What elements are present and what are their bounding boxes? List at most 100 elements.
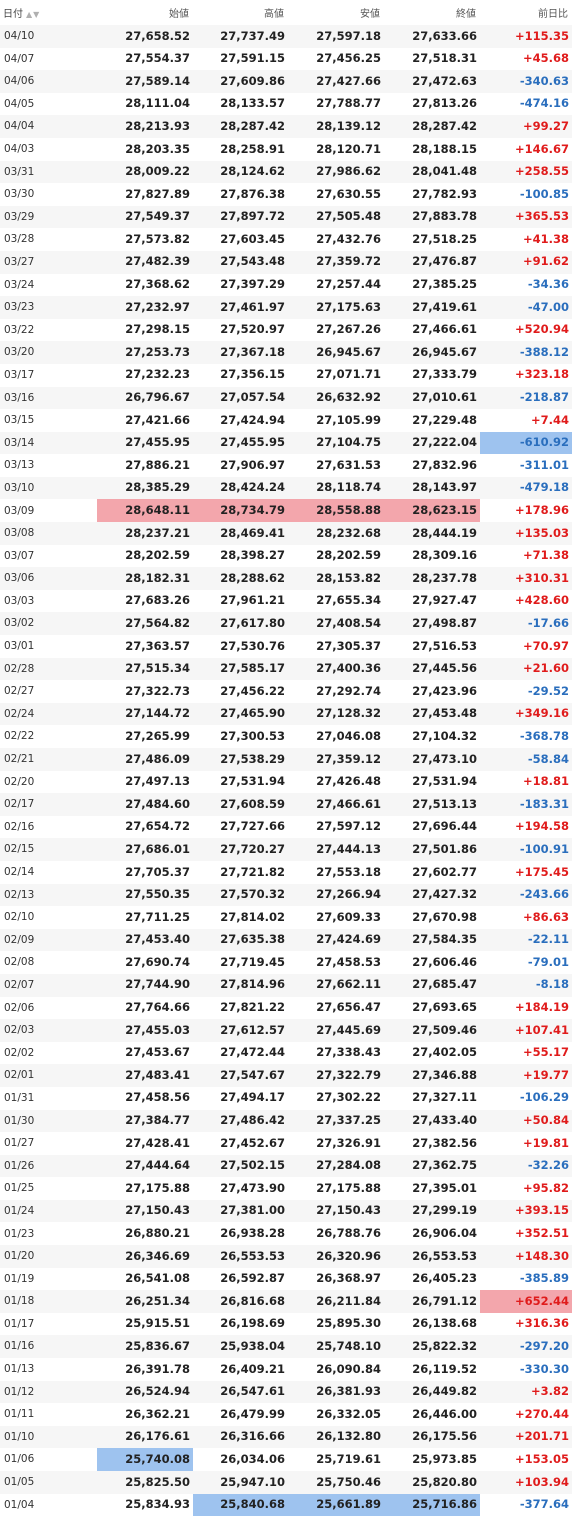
cell-low: 27,456.25 <box>288 47 384 71</box>
cell-high: 27,719.45 <box>193 951 288 974</box>
cell-change: +135.03 <box>480 522 572 545</box>
cell-date: 02/09 <box>0 928 97 952</box>
cell-date: 03/29 <box>0 205 97 229</box>
cell-high: 26,553.53 <box>193 1245 288 1268</box>
cell-close: 27,476.87 <box>384 250 480 274</box>
cell-high: 27,397.29 <box>193 273 288 297</box>
table-row: 01/31 27,458.56 27,494.17 27,302.22 27,327.1… <box>0 1086 572 1110</box>
cell-close: 27,513.13 <box>384 793 480 816</box>
cell-close: 26,175.56 <box>384 1425 480 1449</box>
cell-high: 27,906.97 <box>193 454 288 477</box>
cell-change: -8.18 <box>480 973 572 997</box>
table-row: 02/03 27,455.03 27,612.57 27,445.69 27,509.4… <box>0 1019 572 1042</box>
cell-open: 26,541.08 <box>97 1267 193 1291</box>
table-row: 01/16 25,836.67 25,938.04 25,748.10 25,822.3… <box>0 1335 572 1359</box>
cell-high: 27,531.94 <box>193 770 288 794</box>
cell-close: 28,444.19 <box>384 522 480 545</box>
cell-high: 27,547.67 <box>193 1064 288 1087</box>
cell-open: 27,827.89 <box>97 183 193 206</box>
cell-high: 27,721.82 <box>193 860 288 884</box>
cell-high: 27,612.57 <box>193 1019 288 1042</box>
cell-high: 27,473.90 <box>193 1177 288 1200</box>
cell-high: 27,570.32 <box>193 883 288 907</box>
cell-low: 26,632.92 <box>288 386 384 410</box>
cell-low: 27,631.53 <box>288 454 384 477</box>
cell-date: 01/24 <box>0 1199 97 1223</box>
column-header-low[interactable]: 安値 <box>360 9 380 20</box>
cell-date: 03/30 <box>0 183 97 206</box>
cell-date: 04/06 <box>0 70 97 93</box>
cell-open: 27,564.82 <box>97 612 193 636</box>
cell-change: -58.84 <box>480 748 572 771</box>
cell-change: +148.30 <box>480 1245 572 1268</box>
cell-date: 02/10 <box>0 906 97 929</box>
table-row: 01/24 27,150.43 27,381.00 27,150.43 27,299.1… <box>0 1199 572 1223</box>
cell-date: 01/31 <box>0 1086 97 1110</box>
column-header-date[interactable]: 日付 ▲▼ <box>0 0 97 25</box>
cell-open: 27,486.09 <box>97 748 193 771</box>
cell-low: 27,302.22 <box>288 1086 384 1110</box>
cell-open: 26,176.61 <box>97 1425 193 1449</box>
cell-date: 03/10 <box>0 476 97 500</box>
cell-change: -17.66 <box>480 612 572 636</box>
cell-low: 27,466.61 <box>288 793 384 816</box>
cell-open: 27,886.21 <box>97 454 193 477</box>
cell-change: -474.16 <box>480 92 572 116</box>
cell-close: 27,813.26 <box>384 92 480 116</box>
cell-change: +99.27 <box>480 115 572 138</box>
column-header-high[interactable]: 高値 <box>264 9 284 20</box>
cell-close: 27,693.65 <box>384 996 480 1020</box>
cell-high: 27,603.45 <box>193 228 288 251</box>
cell-open: 25,836.67 <box>97 1335 193 1359</box>
cell-change: -218.87 <box>480 386 572 410</box>
cell-change: +393.15 <box>480 1199 572 1223</box>
table-row: 01/12 26,524.94 26,547.61 26,381.93 26,449.8… <box>0 1380 572 1404</box>
cell-change: +349.16 <box>480 702 572 726</box>
cell-date: 02/21 <box>0 748 97 771</box>
cell-change: +107.41 <box>480 1019 572 1042</box>
cell-date: 03/15 <box>0 409 97 432</box>
cell-date: 02/17 <box>0 793 97 816</box>
column-header-open[interactable]: 始値 <box>169 9 189 20</box>
cell-close: 25,822.32 <box>384 1335 480 1359</box>
cell-open: 26,346.69 <box>97 1245 193 1268</box>
table-row: 03/31 28,009.22 28,124.62 27,986.62 28,041.4… <box>0 160 572 184</box>
cell-open: 27,497.13 <box>97 770 193 794</box>
cell-close: 26,119.52 <box>384 1358 480 1381</box>
sort-icon[interactable]: ▲▼ <box>26 10 41 19</box>
cell-change: -610.92 <box>480 431 572 455</box>
cell-change: +352.51 <box>480 1222 572 1246</box>
cell-open: 25,825.50 <box>97 1471 193 1494</box>
cell-change: +7.44 <box>480 409 572 432</box>
cell-open: 27,686.01 <box>97 838 193 861</box>
cell-close: 27,584.35 <box>384 928 480 952</box>
table-row: 03/06 28,182.31 28,288.62 28,153.82 28,237.7… <box>0 567 572 590</box>
cell-low: 27,408.54 <box>288 612 384 636</box>
table-row: 03/08 28,237.21 28,469.41 28,232.68 28,444.1… <box>0 522 572 545</box>
column-header-change[interactable]: 前日比 <box>538 9 568 20</box>
cell-close: 27,395.01 <box>384 1177 480 1200</box>
cell-date: 03/03 <box>0 589 97 613</box>
cell-open: 27,428.41 <box>97 1132 193 1155</box>
table-row: 02/16 27,654.72 27,727.66 27,597.12 27,696.4… <box>0 815 572 839</box>
cell-close: 27,346.88 <box>384 1064 480 1087</box>
cell-date: 04/07 <box>0 47 97 71</box>
cell-change: +153.05 <box>480 1448 572 1471</box>
cell-low: 28,118.74 <box>288 476 384 500</box>
table-row: 03/17 27,232.23 27,356.15 27,071.71 27,333.7… <box>0 363 572 387</box>
cell-open: 27,175.88 <box>97 1177 193 1200</box>
table-row: 02/14 27,705.37 27,721.82 27,553.18 27,602.7… <box>0 860 572 884</box>
cell-change: -385.89 <box>480 1267 572 1291</box>
table-row: 04/03 28,203.35 28,258.91 28,120.71 28,188.1… <box>0 137 572 161</box>
cell-low: 28,202.59 <box>288 544 384 568</box>
column-header-close[interactable]: 終値 <box>456 9 476 20</box>
cell-low: 27,338.43 <box>288 1041 384 1065</box>
table-row: 01/05 25,825.50 25,947.10 25,750.46 25,820.8… <box>0 1471 572 1494</box>
cell-high: 28,124.62 <box>193 160 288 184</box>
cell-date: 02/14 <box>0 860 97 884</box>
cell-low: 27,326.91 <box>288 1132 384 1155</box>
cell-change: +21.60 <box>480 657 572 681</box>
cell-change: +103.94 <box>480 1471 572 1494</box>
cell-close: 27,222.04 <box>384 431 480 455</box>
cell-high: 28,398.27 <box>193 544 288 568</box>
